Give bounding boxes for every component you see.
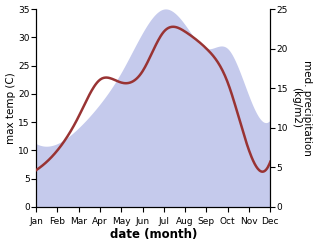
- X-axis label: date (month): date (month): [109, 228, 197, 242]
- Y-axis label: max temp (C): max temp (C): [5, 72, 16, 144]
- Y-axis label: med. precipitation
(kg/m2): med. precipitation (kg/m2): [291, 60, 313, 156]
